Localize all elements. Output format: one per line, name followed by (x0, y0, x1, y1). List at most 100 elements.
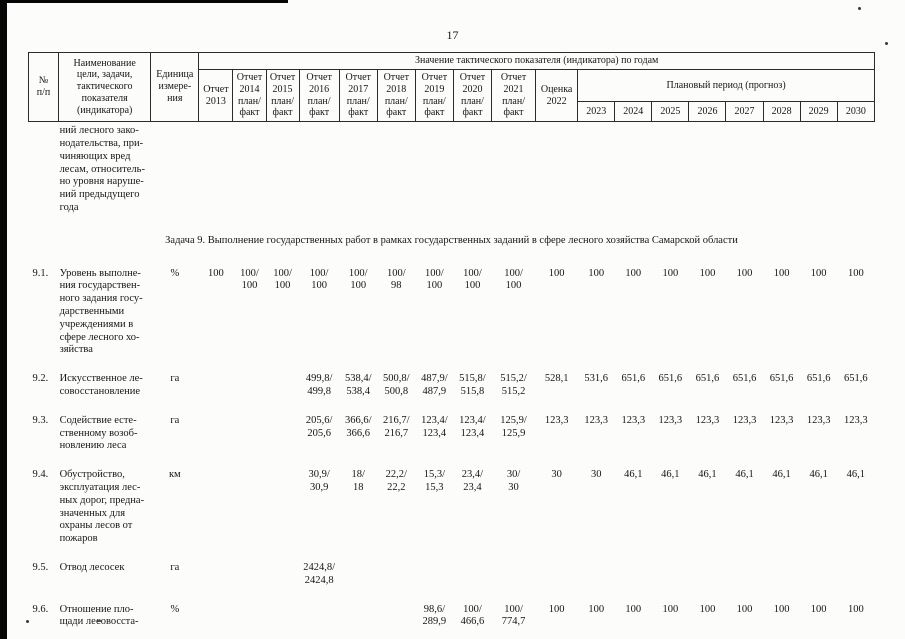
value-cell (233, 122, 266, 228)
row-number-cell: 9.3. (32, 414, 49, 426)
value-cell: 46,1 (661, 469, 680, 481)
value-cell: 100/ 100 (348, 267, 368, 292)
col-header-year-2029: 2029 (799, 101, 838, 123)
value-cell: 123,3 (658, 414, 683, 426)
value-cell: 18/ 18 (351, 469, 365, 493)
value-cell (453, 559, 491, 601)
value-cell: 123,3 (806, 414, 831, 426)
value-cell: 100/ 100 (273, 267, 292, 292)
value-cell: 100/ 98 (386, 267, 406, 292)
indicator-name-cell: Искусственное ле- совосстановление (59, 373, 143, 397)
table-header: № п/п Наименование цели, задачи, тактиче… (27, 51, 876, 123)
value-cell: 15,3/ 15,3 (423, 469, 446, 493)
value-cell (377, 559, 415, 601)
value-cell (233, 466, 266, 559)
value-cell (689, 559, 726, 601)
value-cell: 366,6/ 366,6 (344, 414, 372, 439)
value-cell: 123,4/ 123,4 (459, 414, 486, 439)
value-cell: 123,3 (844, 414, 868, 426)
value-cell: 30 (551, 469, 562, 481)
col-header-unit: Единица измере- ния (150, 51, 200, 123)
value-cell: 100 (548, 603, 565, 615)
value-cell: 100 (699, 603, 716, 615)
value-cell (266, 559, 299, 601)
value-cell: 46,1 (735, 469, 754, 481)
value-cell (415, 122, 453, 228)
value-cell (578, 122, 615, 228)
value-cell (377, 122, 415, 228)
value-cell (266, 601, 299, 639)
col-header-year-2028: 2028 (762, 101, 801, 123)
value-cell (536, 122, 578, 228)
value-cell: 100 (773, 603, 790, 615)
col-header-report-2020: Отчет 2020 план/ факт (452, 68, 492, 123)
col-header-year-2023: 2023 (577, 101, 616, 123)
value-cell (199, 412, 233, 466)
value-cell (299, 601, 339, 639)
value-cell: 100/ 100 (425, 267, 444, 292)
value-cell: 100 (736, 603, 753, 615)
value-cell: 2424,8/ 2424,8 (303, 561, 336, 586)
col-header-name: Наименование цели, задачи, тактического … (58, 51, 152, 123)
page-number: 17 (446, 28, 459, 42)
value-cell: 100 (588, 603, 605, 615)
value-cell (763, 559, 800, 601)
col-group-plan-period: Плановый период (прогноз) (577, 68, 875, 103)
value-cell (453, 122, 491, 228)
col-header-report-2018: Отчет 2018 план/ факт (376, 68, 416, 123)
value-cell (266, 122, 299, 228)
value-cell: 46,1 (698, 469, 717, 481)
unit-cell: га (170, 414, 180, 426)
value-cell (339, 122, 377, 228)
col-header-report-2016: Отчет 2016 план/ факт (298, 68, 340, 123)
row-number-cell: 9.2. (32, 373, 49, 385)
value-cell: 100 (208, 267, 224, 279)
row-number-cell: 9.1. (32, 267, 49, 279)
value-cell: 100 (548, 267, 565, 279)
scan-speck (26, 620, 29, 623)
value-cell: 46,1 (624, 469, 643, 481)
value-cell: 651,6 (695, 373, 720, 385)
col-group-values: Значение тактического показателя (индика… (198, 52, 875, 70)
unit-cell: % (170, 603, 180, 615)
value-cell (800, 559, 837, 601)
value-cell: 100/ 100 (463, 267, 482, 292)
value-cell: 651,6 (621, 373, 646, 385)
value-cell (339, 601, 377, 639)
value-cell (726, 122, 763, 228)
value-cell: 30/ 30 (506, 469, 521, 493)
col-header-report-2017: Отчет 2017 план/ факт (338, 68, 378, 123)
value-cell: 46,1 (809, 469, 828, 481)
value-cell: 100 (625, 603, 642, 615)
section-title: Задача 9. Выполнение государственных раб… (165, 234, 738, 246)
value-cell: 46,1 (772, 469, 791, 481)
value-cell: 46,1 (846, 469, 866, 481)
value-cell: 100 (662, 267, 679, 279)
indicator-name-cell: Содействие есте- ственному возоб- новлен… (59, 414, 138, 452)
value-cell (491, 559, 535, 601)
col-header-year-2030: 2030 (836, 101, 876, 123)
table-row: 9.4. Обустройство, эксплуатация лес- ных … (29, 466, 875, 559)
scan-speck (97, 620, 101, 622)
value-cell: 100 (588, 267, 605, 279)
value-cell (689, 122, 726, 228)
value-cell: 651,6 (658, 373, 683, 385)
value-cell (233, 559, 266, 601)
value-cell: 100 (736, 267, 753, 279)
value-cell (652, 559, 689, 601)
value-cell: 123,3 (544, 414, 569, 426)
unit-cell: га (170, 373, 180, 385)
value-cell (578, 559, 615, 601)
value-cell (763, 122, 800, 228)
value-cell: 123,3 (732, 414, 757, 426)
col-header-report-2015: Отчет 2015 план/ факт (265, 68, 300, 123)
value-cell (726, 559, 763, 601)
value-cell (199, 122, 233, 228)
value-cell: 98,6/ 289,9 (422, 603, 447, 628)
value-cell (615, 559, 652, 601)
indicator-name-cell: ний лесного зако- нодательства, при- чин… (59, 125, 145, 213)
section-title-row: Задача 9. Выполнение государственных раб… (29, 228, 875, 265)
value-cell: 100 (662, 603, 679, 615)
value-cell: 100/ 774,7 (501, 603, 526, 628)
value-cell: 123,4/ 123,4 (421, 414, 448, 439)
